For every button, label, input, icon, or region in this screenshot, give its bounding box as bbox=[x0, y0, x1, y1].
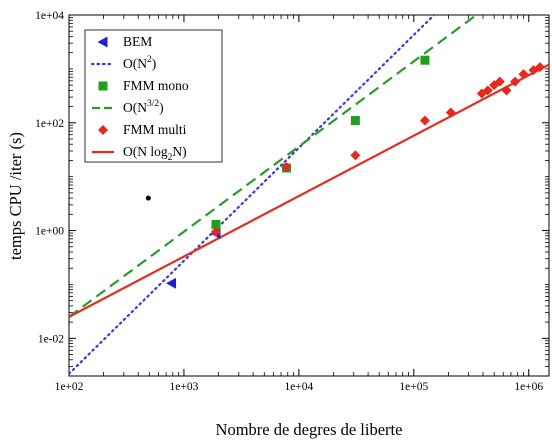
legend-label: BEM bbox=[123, 34, 152, 49]
x-axis-title: Nombre de degres de liberte bbox=[216, 420, 403, 439]
x-tick-label: 1e+05 bbox=[399, 381, 428, 393]
data-point-fmm-multi bbox=[445, 107, 456, 118]
legend: BEM O(N2) FMM mono O(N3/2) FMM multi O(N log2… bbox=[84, 29, 223, 163]
data-point-fmm-mono bbox=[350, 116, 360, 126]
data-point-fmm-multi bbox=[482, 85, 493, 96]
legend-marker-fmm-multi bbox=[98, 125, 108, 135]
y-tick-label: 1e+02 bbox=[35, 118, 64, 130]
data-point-fmm-multi bbox=[210, 226, 221, 237]
series-lines bbox=[69, 15, 549, 375]
axis-ticks bbox=[68, 14, 549, 377]
data-point-fmm-multi bbox=[510, 76, 521, 87]
legend-label: FMM mono bbox=[123, 78, 189, 93]
x-tick-label: 1e+03 bbox=[170, 381, 199, 393]
data-point-fmm-mono bbox=[211, 219, 221, 229]
x-tick-label: 1e+06 bbox=[514, 381, 543, 393]
legend-label: O(N3/2) bbox=[123, 99, 164, 115]
data-point-fmm-multi bbox=[534, 62, 545, 73]
x-tick-label: 1e+04 bbox=[284, 381, 313, 393]
axis-tick-labels: 1e+02 1e+03 1e+04 1e+05 1e+06 1e-02 1e+00 1e+02… bbox=[35, 10, 543, 393]
legend-label: FMM multi bbox=[123, 122, 187, 137]
legend-marker-fmm-mono bbox=[98, 81, 108, 91]
data-point-fmm-multi bbox=[281, 162, 292, 173]
legend-label: O(N2) bbox=[123, 55, 156, 71]
series-markers bbox=[145, 55, 545, 289]
y-tick-label: 1e+04 bbox=[35, 10, 64, 22]
y-axis-title: temps CPU /iter (s) bbox=[6, 132, 25, 260]
legend-marker-bem bbox=[97, 36, 108, 48]
legend-label: O(N log2N) bbox=[123, 144, 187, 163]
legend-box bbox=[84, 29, 223, 163]
y-tick-label: 1e+00 bbox=[35, 226, 64, 238]
data-point-fmm-multi bbox=[501, 85, 512, 96]
series-line-o-n-log-2n bbox=[69, 63, 549, 318]
data-point-fmm-multi bbox=[494, 76, 505, 87]
data-point-point bbox=[145, 195, 151, 201]
data-point-fmm-multi bbox=[350, 150, 361, 161]
data-point-fmm-multi bbox=[419, 115, 430, 126]
x-tick-label: 1e+02 bbox=[55, 381, 84, 393]
data-point-fmm-multi bbox=[518, 69, 529, 80]
y-tick-label: 1e-02 bbox=[38, 333, 64, 345]
data-point-bem bbox=[166, 277, 177, 289]
data-point-fmm-mono bbox=[420, 55, 430, 65]
